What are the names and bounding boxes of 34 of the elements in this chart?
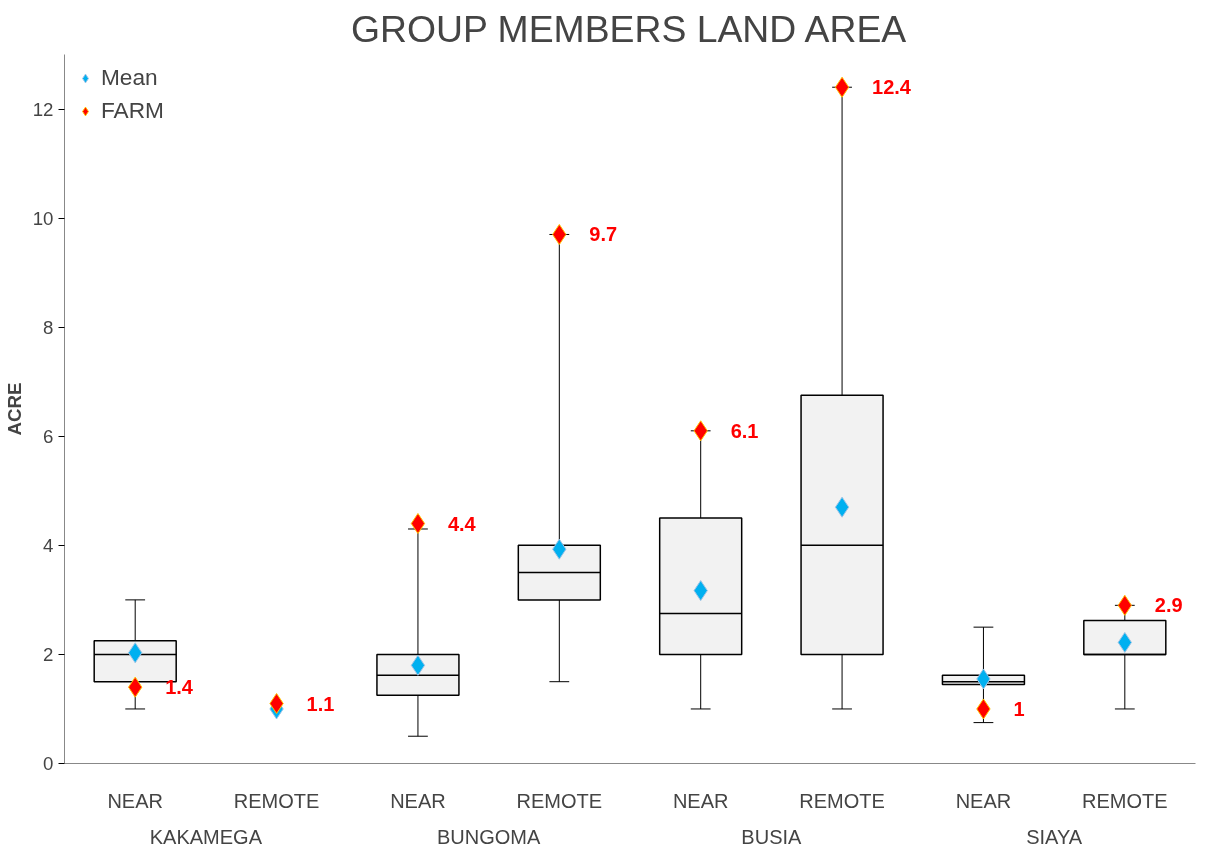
x-tick-label: REMOTE (516, 789, 603, 812)
data-label: 4.4 (447, 512, 477, 535)
data-label: 1.1 (306, 692, 335, 715)
x-tick-label: NEAR (672, 789, 729, 812)
point (834, 76, 850, 98)
y-axis-title: ACRE (3, 382, 25, 436)
y-tick-label: 2 (43, 643, 54, 665)
data-label: 1 (1013, 697, 1025, 720)
y-tick-label: 0 (43, 753, 54, 774)
legend-label: FARM (101, 97, 164, 124)
data-label: 6.1 (730, 419, 759, 442)
data-label: 12.4 (872, 76, 912, 99)
text: BUSIA (741, 825, 803, 848)
data-label: 1.4 (165, 676, 194, 699)
x-tick-label: NEAR (390, 789, 446, 812)
text: BUNGOMA (436, 825, 541, 848)
data-label: 9.7 (589, 223, 618, 246)
data-label: 2.9 (1154, 594, 1183, 617)
legend-label: Mean (101, 64, 158, 91)
x-tick-label: NEAR (955, 789, 1012, 812)
point (834, 496, 850, 518)
y-tick-label: 6 (43, 425, 54, 447)
y-tick-label: 4 (43, 534, 54, 556)
x-tick-label: REMOTE (799, 789, 885, 812)
chart-title: GROUP MEMBERS LAND AREA (351, 7, 907, 50)
y-tick-label: 8 (43, 316, 54, 338)
x-tick-label: REMOTE (1082, 789, 1168, 812)
x-tick-label: NEAR (107, 789, 163, 812)
text: SIAYA (1026, 825, 1083, 848)
point (410, 513, 426, 535)
x-tick-label: REMOTE (233, 789, 320, 812)
y-tick-label: 10 (32, 207, 54, 229)
text: KAKAMEGA (149, 825, 263, 848)
y-tick-label: 12 (32, 98, 54, 120)
